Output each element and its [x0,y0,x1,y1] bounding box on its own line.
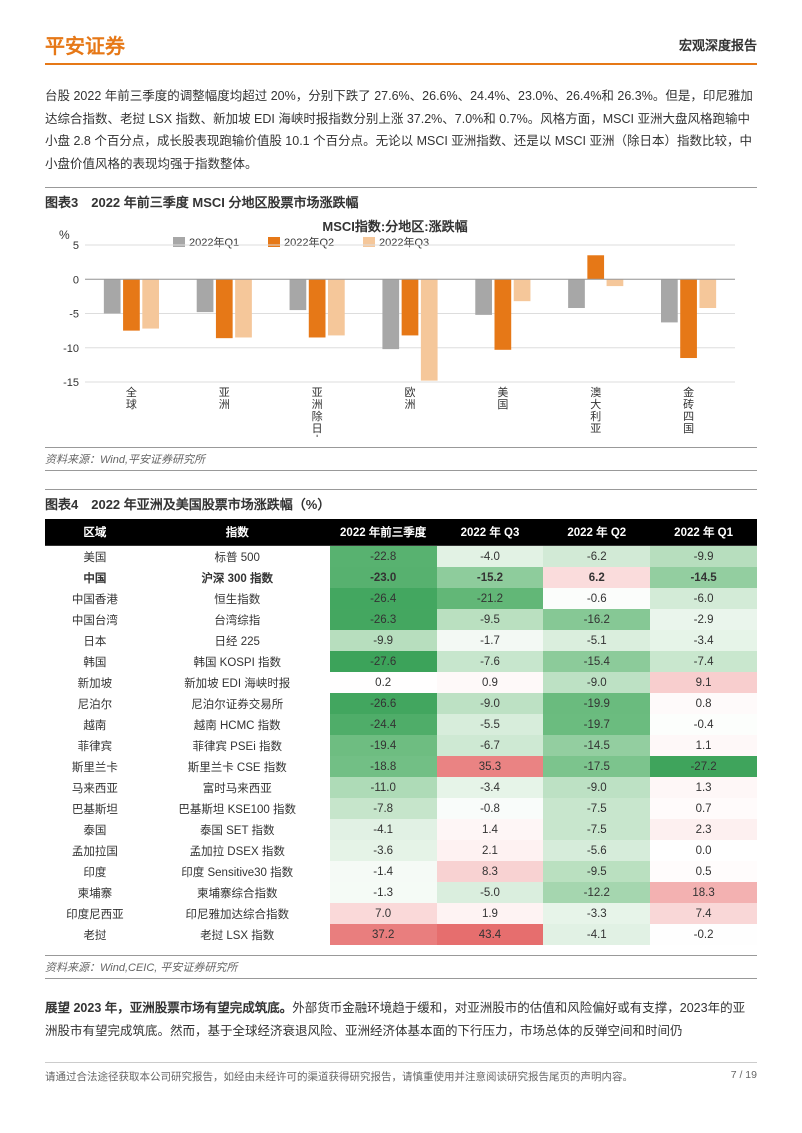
table-row: 巴基斯坦巴基斯坦 KSE100 指数-7.8-0.8-7.50.7 [45,798,757,819]
svg-text:国: 国 [497,398,508,411]
svg-text:金: 金 [683,385,694,399]
svg-text:%: % [59,228,70,242]
chart3-title: 图表3 2022 年前三季度 MSCI 分地区股票市场涨跌幅 [45,187,757,211]
table-row: 印度印度 Sensitive30 指数-1.48.3-9.50.5 [45,861,757,882]
table-row: 中国香港恒生指数-26.4-21.2-0.6-6.0 [45,588,757,609]
table-row: 马来西亚富时马来西亚-11.0-3.4-9.01.3 [45,777,757,798]
svg-text:砖: 砖 [683,397,694,411]
page-header: 平安证券 宏观深度报告 [45,30,757,65]
table-row: 菲律宾菲律宾 PSEi 指数-19.4-6.7-14.51.1 [45,735,757,756]
svg-text:2022年Q2: 2022年Q2 [284,235,334,249]
svg-text:-10: -10 [63,343,79,355]
svg-text:5: 5 [73,240,79,252]
table-row: 尼泊尔尼泊尔证券交易所-26.6-9.0-19.90.8 [45,693,757,714]
paragraph-1: 台股 2022 年前三季度的调整幅度均超过 20%，分别下跌了 27.6%、26… [45,85,757,175]
chart4-block: 图表4 2022 年亚洲及美国股票市场涨跌幅（%） 区域指数2022 年前三季度… [45,489,757,945]
table-row: 斯里兰卡斯里兰卡 CSE 指数-18.835.3-17.5-27.2 [45,756,757,777]
svg-text:洲: 洲 [219,399,230,411]
svg-text:欧: 欧 [405,386,416,399]
table-row: 日本日经 225-9.9-1.7-5.1-3.4 [45,630,757,651]
chart3-source: 资料来源：Wind,平安证券研究所 [45,447,757,471]
table-row: 韩国韩国 KOSPI 指数-27.6-7.6-15.4-7.4 [45,651,757,672]
svg-text:亚: 亚 [312,387,323,399]
table-row: 泰国泰国 SET 指数-4.11.4-7.52.3 [45,819,757,840]
table-row: 柬埔寨柬埔寨综合指数-1.3-5.0-12.218.3 [45,882,757,903]
report-type: 宏观深度报告 [679,35,757,54]
svg-text:2022年Q1: 2022年Q1 [189,235,239,249]
svg-text:日: 日 [312,423,323,435]
table-row: 新加坡新加坡 EDI 海峡时报0.20.9-9.09.1 [45,672,757,693]
table-row: 越南越南 HCMC 指数-24.4-5.5-19.7-0.4 [45,714,757,735]
outlook-paragraph: 展望 2023 年，亚洲股票市场有望完成筑底。外部货币金融环境趋于缓和，对亚洲股… [45,997,757,1042]
table-row: 孟加拉国孟加拉 DSEX 指数-3.62.1-5.60.0 [45,840,757,861]
svg-text:除: 除 [312,409,323,423]
chart4-source: 资料来源：Wind,CEIC, 平安证券研究所 [45,955,757,979]
svg-text:2022年Q3: 2022年Q3 [379,235,429,249]
svg-text:利: 利 [590,410,601,423]
table-row: 美国标普 500-22.8-4.0-6.2-9.9 [45,546,757,568]
chart3-bar-chart: MSCI指数:分地区:涨跌幅 2022年Q1 2022年Q2 2022年Q3%5 0 -5… [45,217,757,437]
svg-text:0: 0 [73,274,79,286]
svg-text:-15: -15 [63,377,79,389]
svg-text:亚: 亚 [219,387,230,399]
svg-text:美: 美 [497,386,508,399]
outlook-lead: 展望 2023 年，亚洲股票市场有望完成筑底。 [45,1001,292,1015]
table-row: 中国台湾台湾综指-26.3-9.5-16.2-2.9 [45,609,757,630]
svg-text:MSCI指数:分地区:涨跌幅: MSCI指数:分地区:涨跌幅 [322,219,467,234]
svg-text:大: 大 [590,397,601,411]
svg-text:球: 球 [126,397,137,411]
svg-text:四: 四 [683,411,694,423]
table-row: 老挝老挝 LSX 指数37.243.4-4.1-0.2 [45,924,757,945]
svg-text:洲: 洲 [405,399,416,411]
svg-text:国: 国 [683,422,694,435]
svg-text:洲: 洲 [312,399,323,411]
chart4-title: 图表4 2022 年亚洲及美国股票市场涨跌幅（%） [45,489,757,513]
page-footer: 请通过合法途径获取本公司研究报告，如经由未经许可的渠道获得研究报告，请慎重使用并… [45,1062,757,1084]
chart4-table: 区域指数2022 年前三季度2022 年 Q32022 年 Q22022 年 Q… [45,519,757,945]
svg-text:亚: 亚 [590,423,601,435]
footer-disclaimer: 请通过合法途径获取本公司研究报告，如经由未经许可的渠道获得研究报告，请慎重使用并… [45,1069,633,1084]
svg-text:全: 全 [126,385,137,399]
chart3-block: 图表3 2022 年前三季度 MSCI 分地区股票市场涨跌幅 MSCI指数:分地… [45,187,757,437]
company-logo: 平安证券 [45,30,125,59]
footer-page-number: 7 / 19 [731,1069,757,1084]
svg-text:-5: -5 [69,309,79,321]
table-row: 印度尼西亚印尼雅加达综合指数7.01.9-3.37.4 [45,903,757,924]
svg-text:澳: 澳 [590,386,601,399]
table-row: 中国沪深 300 指数-23.0-15.26.2-14.5 [45,567,757,588]
